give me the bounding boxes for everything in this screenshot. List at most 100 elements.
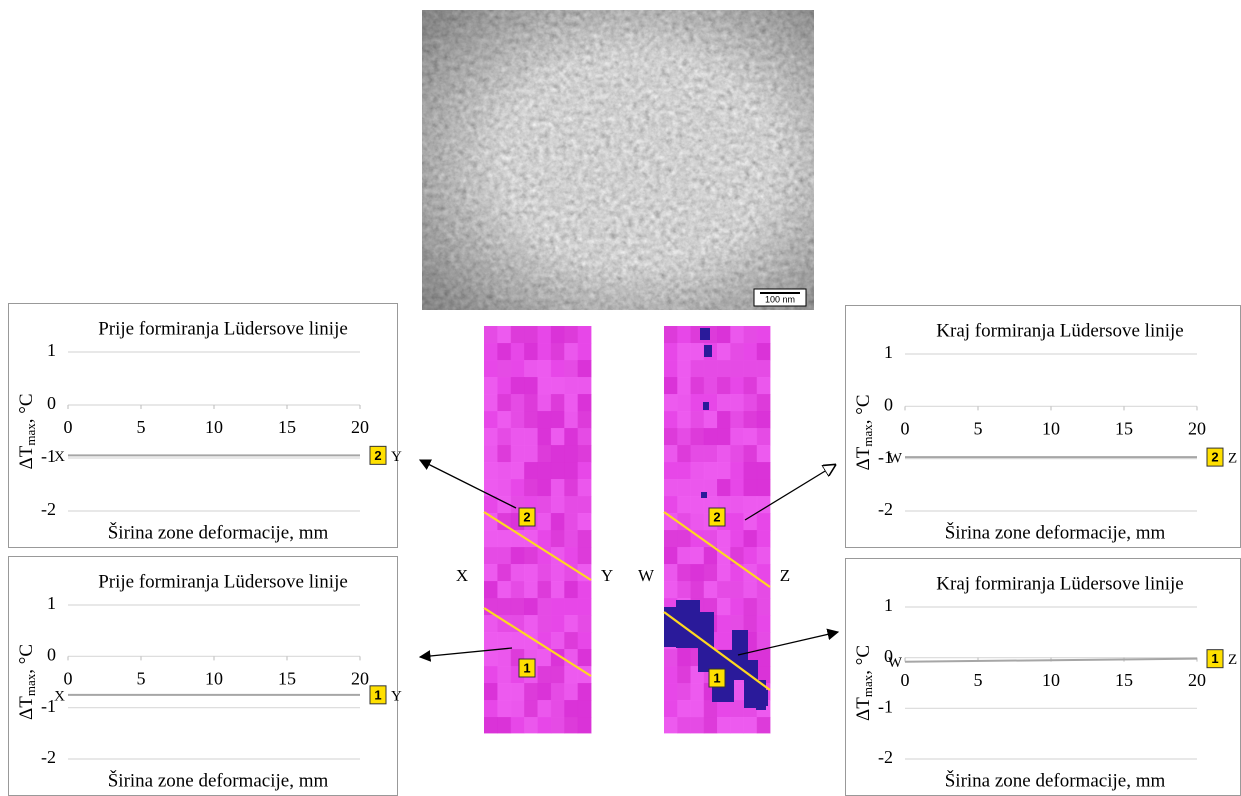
marker-badge: 2 <box>518 507 536 527</box>
marker-badge: 1 <box>518 658 536 678</box>
map-pixel <box>497 649 512 667</box>
map-pixel <box>730 326 744 344</box>
map-pixel <box>756 547 771 565</box>
map-pixel <box>484 428 498 446</box>
line-end-label: Y <box>391 688 402 704</box>
y-axis-label-part: max <box>23 673 38 696</box>
map-pixel <box>564 700 579 718</box>
map-pixel <box>484 717 498 734</box>
y-tick-label: 0 <box>884 394 893 414</box>
map-pixel <box>524 326 538 344</box>
map-pixel <box>717 343 731 361</box>
map-pixel <box>564 343 579 361</box>
y-axis-label: ΔTmax, °C <box>16 394 38 470</box>
map-pixel <box>730 343 744 361</box>
map-pixel <box>537 700 552 718</box>
map-pixel <box>564 445 579 463</box>
map-pixel <box>564 598 579 616</box>
marker-badge: 1 <box>1206 649 1224 669</box>
map-pixel <box>524 581 538 599</box>
map-side-label: W <box>638 566 655 585</box>
map-pixel <box>484 530 498 548</box>
map-pixel <box>717 717 731 734</box>
map-pixel <box>664 428 678 446</box>
map-pixel <box>510 479 525 497</box>
map-pixel <box>577 530 592 548</box>
map-pixel <box>537 377 552 395</box>
x-tick-label: 15 <box>1115 418 1133 438</box>
map-pixel <box>743 377 758 395</box>
map-pixel <box>703 479 718 497</box>
map-pixel <box>550 615 565 633</box>
marker-box <box>518 658 536 678</box>
map-pixel <box>743 547 758 565</box>
line-start-label: X <box>54 688 65 704</box>
map-pixel <box>537 343 552 361</box>
map-pixel <box>510 343 525 361</box>
map-pixel <box>564 666 579 684</box>
map-pixel <box>484 326 498 344</box>
arrow <box>418 459 517 509</box>
map-pixel <box>743 717 758 734</box>
map-pixel <box>564 411 579 429</box>
marker-box <box>1206 447 1224 467</box>
x-tick-label: 5 <box>137 668 146 688</box>
map-pixel <box>717 598 731 616</box>
y-axis-label-part: max <box>860 674 875 697</box>
map-pixel <box>497 632 512 650</box>
map-pixel <box>484 445 498 463</box>
map-pixel <box>497 683 512 701</box>
marker-box <box>369 445 387 465</box>
map-pixel <box>577 462 592 480</box>
map-pixel <box>550 326 565 344</box>
map-pixel <box>730 360 744 378</box>
map-pixel <box>484 462 498 480</box>
map-pixel <box>690 445 705 463</box>
x-tick-label: 20 <box>351 668 369 688</box>
chart-frame <box>845 305 1241 548</box>
map-pixel <box>524 411 538 429</box>
map-side-label: Y <box>601 566 613 585</box>
map-pixel <box>717 394 731 412</box>
map-pixel <box>743 360 758 378</box>
cold-region <box>760 690 768 706</box>
map-side-label: Z <box>780 566 790 585</box>
map-pixel <box>730 598 744 616</box>
marker-box <box>369 685 387 705</box>
map-pixel <box>497 530 512 548</box>
line-end-label: Z <box>1228 652 1237 668</box>
map-pixel <box>537 564 552 582</box>
map-pixel <box>677 462 691 480</box>
map-pixel <box>664 666 678 684</box>
marker-badge: 1 <box>708 668 726 688</box>
map-pixel <box>677 445 691 463</box>
line-end-label: Y <box>391 449 402 465</box>
map-pixel <box>730 547 744 565</box>
x-tick-label: 0 <box>64 417 73 437</box>
map-pixel <box>690 564 705 582</box>
map-pixel <box>537 428 552 446</box>
map-pixel <box>664 649 678 667</box>
map-pixel <box>524 479 538 497</box>
y-axis-label-part: ΔT <box>853 697 874 721</box>
map-pixel <box>550 462 565 480</box>
cold-region <box>700 328 710 340</box>
map-pixel <box>664 683 678 701</box>
chart: Prije formiranja Lüdersove linije-2-1010… <box>8 303 402 548</box>
map-pixel <box>497 581 512 599</box>
map-pixel <box>743 326 758 344</box>
x-axis-label: Širina zone deformacije, mm <box>108 769 329 791</box>
map-pixel <box>703 547 718 565</box>
map-pixel <box>677 326 691 344</box>
map-pixel <box>756 513 771 531</box>
map-pixel <box>510 547 525 565</box>
map-pixel <box>677 683 691 701</box>
y-tick-label: -1 <box>878 696 893 716</box>
map-pixel <box>524 683 538 701</box>
y-tick-label: -1 <box>41 446 56 466</box>
marker-box <box>708 668 726 688</box>
x-axis-label: Širina zone deformacije, mm <box>108 521 329 543</box>
map-pixel <box>677 377 691 395</box>
map-pixel <box>537 360 552 378</box>
cold-region <box>664 607 678 647</box>
